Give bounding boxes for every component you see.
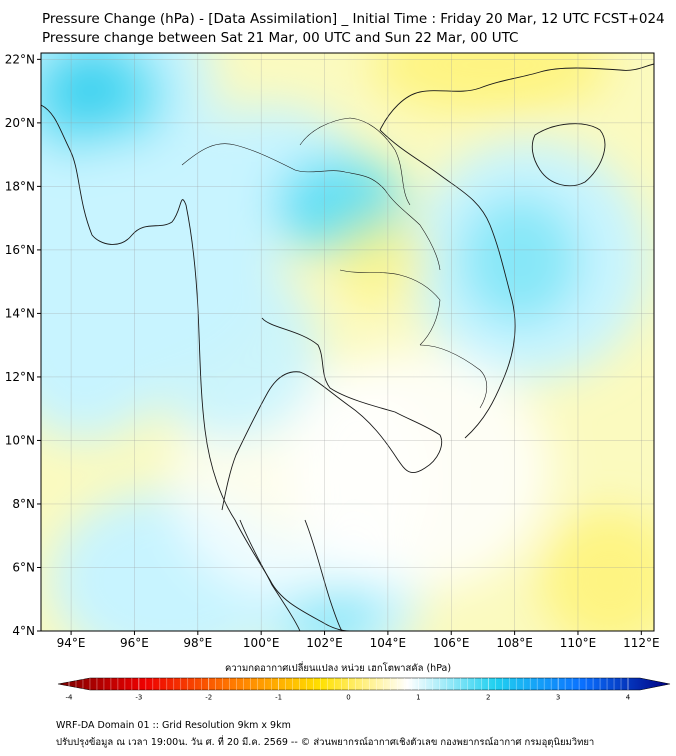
lon-tick-label: 106°E — [433, 636, 470, 650]
coastline-vietnam — [379, 129, 516, 439]
border-thailand-north — [181, 143, 441, 271]
field-blob-17 — [540, 510, 654, 631]
lat-tick-label: 18°N — [5, 179, 35, 193]
coastline-china — [379, 63, 654, 131]
colorbar-tick-label: 2 — [486, 694, 490, 702]
lat-tick-label: 22°N — [5, 52, 35, 66]
lon-tick-label: 104°E — [370, 636, 407, 650]
field-blobs — [41, 53, 654, 631]
colorbar-tick-label: 3 — [556, 694, 560, 702]
lon-tick-label: 110°E — [560, 636, 597, 650]
lat-tick-label: 6°N — [12, 560, 35, 574]
colorbar-tick-label: -3 — [135, 694, 142, 702]
pressure-field — [41, 53, 654, 631]
lon-tick-label: 102°E — [306, 636, 343, 650]
colorbar-tick-label: -1 — [275, 694, 282, 702]
map-subtitle: Pressure change between Sat 21 Mar, 00 U… — [42, 30, 519, 46]
lon-tick-label: 108°E — [496, 636, 533, 650]
lat-tick-label: 10°N — [5, 433, 35, 447]
field-blob-2 — [60, 62, 120, 118]
latitude-axis: 22°N 20°N 18°N 16°N 14°N 12°N 10°N 8°N 6°N 4°N — [5, 52, 41, 638]
lon-tick-label: 98°E — [183, 636, 212, 650]
lon-tick-label: 100°E — [243, 636, 280, 650]
border-cambodia — [419, 344, 488, 409]
lon-tick-label: 96°E — [120, 636, 149, 650]
border-thailand-east — [339, 269, 441, 346]
lat-tick-label: 16°N — [5, 243, 35, 257]
hainan-island — [531, 123, 606, 187]
colorbar-tick-label: -2 — [205, 694, 212, 702]
lat-tick-label: 8°N — [12, 497, 35, 511]
colorbar-tick-label: 1 — [416, 694, 420, 702]
map-frame — [40, 52, 655, 632]
colorbar-ticks: -4 -3 -2 -1 0 1 2 3 4 — [66, 678, 631, 702]
field-blob-16 — [370, 53, 610, 115]
coastlines-and-borders — [41, 63, 654, 631]
lat-tick-label: 14°N — [5, 306, 35, 320]
lat-tick-label: 4°N — [12, 624, 35, 638]
update-credit: ปรับปรุงข้อมูล ณ เวลา 19:00น. วัน ศ. ที่… — [56, 737, 595, 748]
field-blob-15 — [140, 260, 320, 440]
map-title: Pressure Change (hPa) - [Data Assimilati… — [42, 11, 665, 27]
field-blob-9 — [460, 195, 580, 325]
gulf-coastline — [221, 317, 443, 511]
longitude-axis: 94°E 96°E 98°E 100°E 102°E 104°E 106°E 108°E 110… — [57, 631, 660, 650]
model-info: WRF-DA Domain 01 :: Grid Resolution 9km … — [56, 720, 291, 731]
border-laos — [299, 117, 411, 206]
colorbar-tick-label: 4 — [626, 694, 631, 702]
lon-tick-label: 94°E — [57, 636, 86, 650]
colorbar: -4 -3 -2 -1 0 1 2 3 4 — [57, 677, 671, 702]
colorbar-bar — [57, 677, 671, 691]
colorbar-title: ความกดอากาศเปลี่ยนแปลง หน่วย เฮกโตพาสคัล… — [224, 663, 452, 674]
coastline-west — [41, 104, 351, 631]
lat-tick-label: 20°N — [5, 116, 35, 130]
malay-peninsula — [239, 519, 343, 631]
colorbar-tick-label: 0 — [346, 694, 350, 702]
colorbar-tick-label: -4 — [66, 694, 74, 702]
field-blob-18 — [330, 215, 430, 305]
lat-tick-label: 12°N — [5, 370, 35, 384]
lon-tick-label: 112°E — [623, 636, 660, 650]
